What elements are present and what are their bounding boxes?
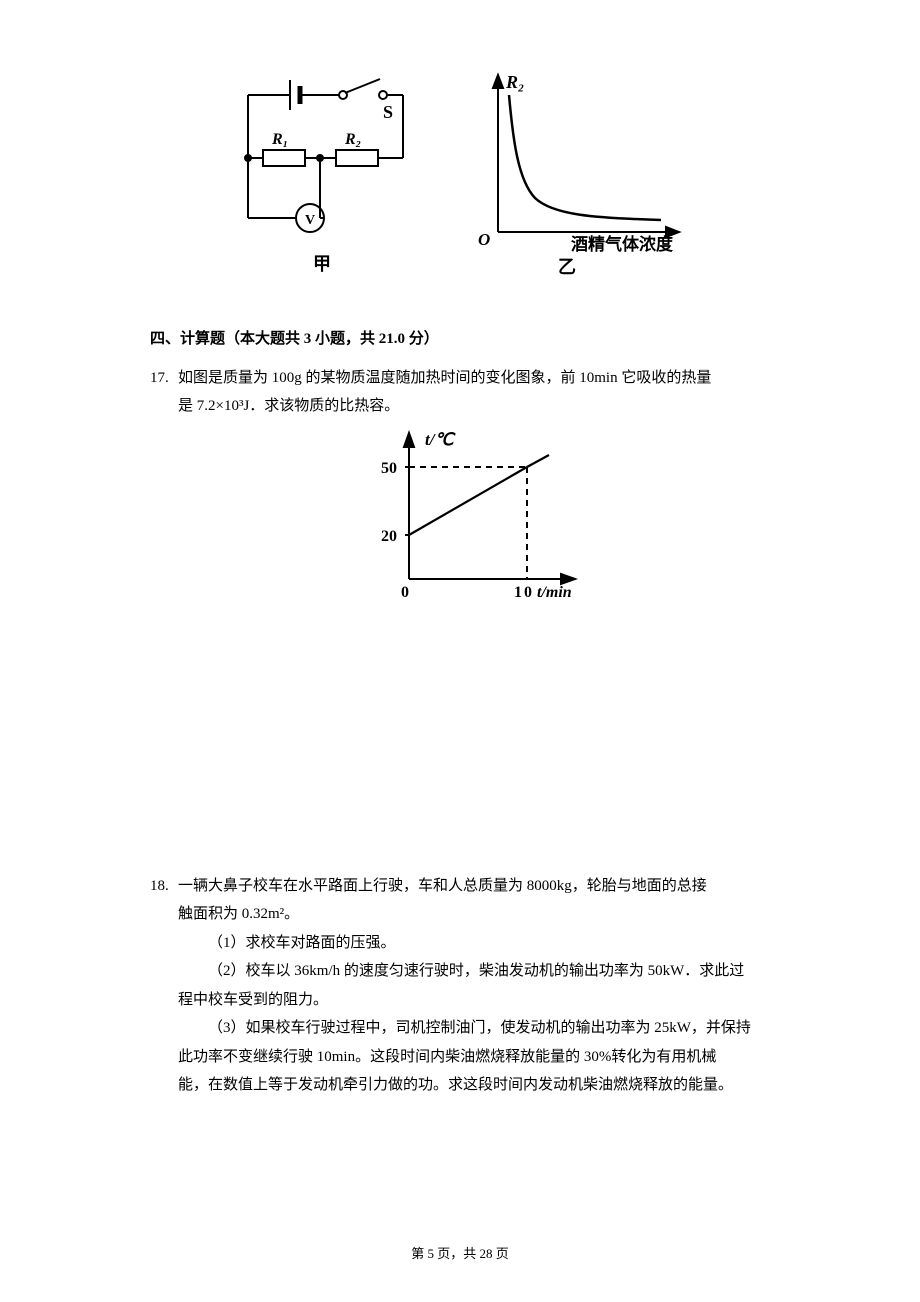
q17-line2: 是 7.2×10³J．求该物质的比热容。 xyxy=(178,398,399,414)
curve-origin-label: O xyxy=(478,230,490,249)
voltmeter-label: V xyxy=(305,213,315,228)
q18-p2a: （2）校车以 36km/h 的速度匀速行驶时，柴油发动机的输出功率为 50kW．… xyxy=(178,957,770,986)
curve-y-axis-label: R₂ xyxy=(505,72,524,92)
jia-label: 甲 xyxy=(313,254,331,274)
figure-row-circuits: S R₁ R₂ V 甲 R₂ O 酒精气体浓度 乙 xyxy=(150,70,770,280)
switch-label: S xyxy=(383,102,393,122)
question-18-body: 一辆大鼻子校车在水平路面上行驶，车和人总质量为 8000kg，轮胎与地面的总接 … xyxy=(178,872,770,1100)
question-17-body: 如图是质量为 100g 的某物质温度随加热时间的变化图象，前 10min 它吸收… xyxy=(178,364,770,862)
question-18: 18. 一辆大鼻子校车在水平路面上行驶，车和人总质量为 8000kg，轮胎与地面… xyxy=(150,872,770,1100)
temp-xtick-10b: 0 xyxy=(524,584,532,601)
q18-p3a: （3）如果校车行驶过程中，司机控制油门，使发动机的输出功率为 25kW，并保持 xyxy=(178,1014,770,1043)
footer-mid: 页，共 xyxy=(434,1246,480,1261)
curve-graph-yi: R₂ O 酒精气体浓度 乙 xyxy=(463,70,693,280)
r2-label: R₂ xyxy=(344,131,361,148)
page-footer: 第 5 页，共 28 页 xyxy=(0,1243,920,1262)
footer-suffix: 页 xyxy=(493,1246,509,1261)
temp-xtick-10a: 1 xyxy=(514,584,522,601)
question-17: 17. 如图是质量为 100g 的某物质温度随加热时间的变化图象，前 10min… xyxy=(150,364,770,862)
temp-x-axis-label: t/min xyxy=(537,584,572,601)
section-heading: 四、计算题（本大题共 3 小题，共 21.0 分） xyxy=(150,325,770,354)
q18-p2b: 程中校车受到的阻力。 xyxy=(178,986,770,1015)
curve-x-axis-label: 酒精气体浓度 xyxy=(571,234,674,254)
temperature-graph: t/℃ 50 20 0 1 0 t/min xyxy=(359,427,589,602)
yi-label: 乙 xyxy=(558,257,576,277)
circuit-diagram-jia: S R₁ R₂ V 甲 xyxy=(228,70,423,280)
temp-y-axis-label: t/℃ xyxy=(425,430,456,449)
temp-ytick-50: 50 xyxy=(381,460,397,477)
q18-p3c: 能，在数值上等于发动机牵引力做的功。求这段时间内发动机柴油燃烧释放的能量。 xyxy=(178,1071,770,1100)
footer-total: 28 xyxy=(480,1246,493,1261)
footer-prefix: 第 xyxy=(411,1246,427,1261)
temperature-graph-wrap: t/℃ 50 20 0 1 0 t/min xyxy=(178,427,770,602)
temp-ytick-20: 20 xyxy=(381,528,397,545)
question-number-17: 17. xyxy=(150,364,178,862)
q18-p1: （1）求校车对路面的压强。 xyxy=(178,929,770,958)
q17-line1: 如图是质量为 100g 的某物质温度随加热时间的变化图象，前 10min 它吸收… xyxy=(178,370,711,386)
temp-xtick-0: 0 xyxy=(401,584,409,601)
q18-line2: 触面积为 0.32m²。 xyxy=(178,900,770,929)
q18-p3b: 此功率不变继续行驶 10min。这段时间内柴油燃烧释放能量的 30%转化为有用机… xyxy=(178,1043,770,1072)
question-number-18: 18. xyxy=(150,872,178,1100)
r1-label: R₁ xyxy=(271,131,288,148)
q18-line1: 一辆大鼻子校车在水平路面上行驶，车和人总质量为 8000kg，轮胎与地面的总接 xyxy=(178,872,770,901)
